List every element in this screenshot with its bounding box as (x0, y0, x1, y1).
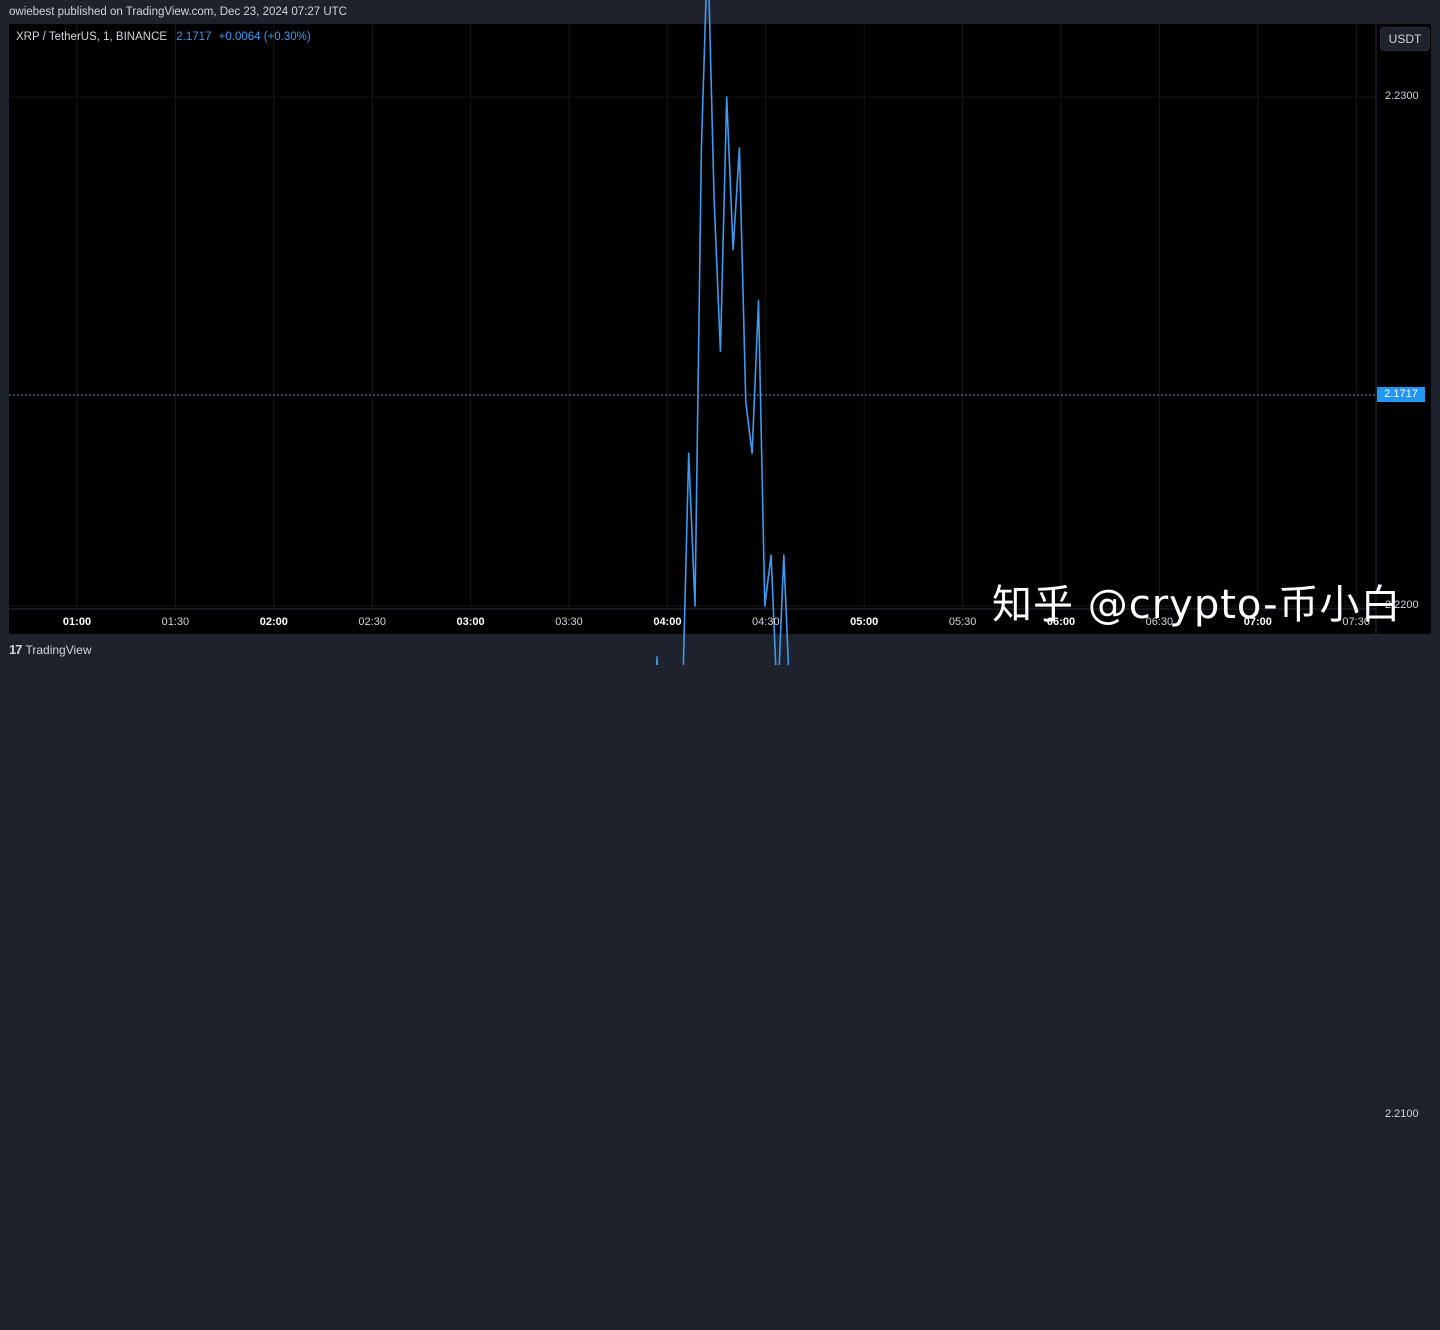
time-tick-label: 05:30 (948, 616, 977, 628)
time-tick-label: 03:30 (555, 616, 583, 628)
currency-button[interactable]: USDT (1380, 27, 1430, 51)
price-tick-label: 2.2100 (1385, 1108, 1419, 1120)
tradingview-logo[interactable]: 17 TradingView (9, 642, 92, 657)
symbol-label[interactable]: XRP / TetherUS, 1, BINANCE (16, 31, 168, 43)
published-line: owiebest published on TradingView.com, D… (9, 6, 347, 18)
time-tick-label: 02:00 (259, 616, 288, 628)
price-change: +0.0064 (+0.30%) (218, 31, 311, 43)
price-line (655, 0, 790, 665)
time-tick-label: 02:30 (358, 616, 386, 628)
time-tick-label: 06:30 (1145, 616, 1174, 628)
tradingview-logo-icon: 17 (9, 642, 23, 657)
time-tick-label: 01:00 (62, 616, 92, 628)
time-tick-label: 07:00 (1243, 616, 1272, 628)
time-tick-label: 06:00 (1046, 616, 1076, 628)
time-tick-label: 01:30 (161, 616, 190, 628)
current-price-tag: 2.1717 (1377, 387, 1425, 402)
time-tick-label: 05:00 (850, 616, 879, 628)
tradingview-brand: TradingView (25, 642, 92, 657)
last-price: 2.1717 (176, 31, 212, 43)
price-tick-label: 2.2200 (1385, 599, 1419, 611)
time-tick-label: 04:30 (752, 616, 780, 628)
time-tick-label: 07:30 (1342, 616, 1370, 628)
price-tick-label: 2.2300 (1385, 90, 1419, 102)
chart-legend: XRP / TetherUS, 1, BINANCE 2.1717 +0.006… (16, 31, 311, 43)
time-tick-label: 03:00 (456, 616, 485, 628)
grid-lines (9, 24, 1376, 609)
time-tick-label: 04:00 (653, 616, 682, 628)
price-line-plot[interactable] (0, 0, 1440, 665)
watermark-text: 知乎 @crypto-币小白 (992, 582, 1402, 628)
